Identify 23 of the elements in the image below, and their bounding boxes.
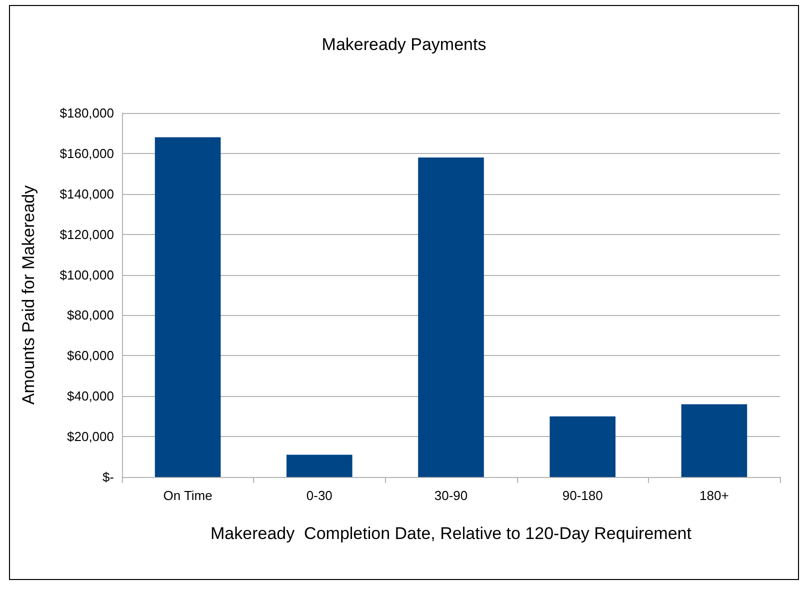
- bar: [550, 416, 616, 477]
- x-axis-title: Makeready Completion Date, Relative to 120-Day Requirement: [210, 524, 692, 543]
- bar: [418, 157, 484, 477]
- bar: [154, 137, 221, 477]
- y-tick-label: $180,000: [60, 106, 114, 120]
- y-tick-label: $40,000: [67, 388, 114, 404]
- y-tick-label: $-: [102, 470, 114, 484]
- y-tick-label: $60,000: [67, 348, 114, 364]
- chart-title: Makeready Payments: [322, 35, 486, 54]
- x-tick-label: 180+: [700, 488, 729, 503]
- x-tick-label: On Time: [163, 488, 212, 503]
- y-tick-label: $100,000: [60, 267, 114, 282]
- x-tick-label: 0-30: [306, 488, 332, 503]
- y-tick-label: $80,000: [67, 308, 114, 323]
- bar: [681, 404, 748, 477]
- x-tick-label: 90-180: [562, 488, 603, 503]
- y-tick-label: $160,000: [60, 146, 114, 161]
- y-tick-label: $140,000: [60, 186, 114, 202]
- y-axis-title: Amounts Paid for Makeready: [19, 184, 38, 405]
- x-tick-label: 30-90: [434, 488, 468, 503]
- y-tick-label: $120,000: [60, 226, 114, 242]
- bar: [286, 454, 352, 477]
- y-tick-label: $20,000: [67, 429, 114, 444]
